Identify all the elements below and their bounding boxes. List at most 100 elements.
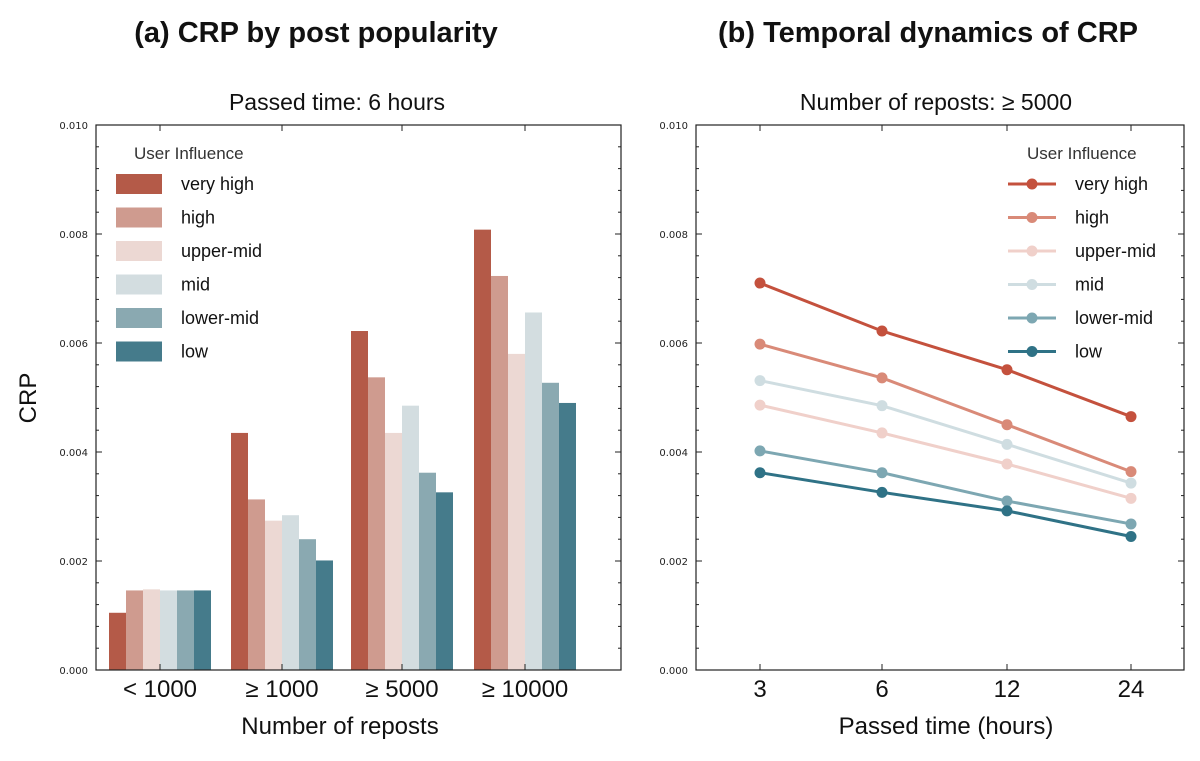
y-tick-label: 0.002 [59,557,88,568]
legend-label-upper-mid: upper-mid [1075,241,1156,261]
bar-high-5000 [368,377,385,670]
legend-swatch-low [116,341,162,362]
point-upper-mid-6 [876,427,888,439]
plot-frame [695,124,1185,671]
legend-marker-low [1026,346,1038,357]
bar-very-high-1000 [231,432,248,670]
panel-a-axes: 0.000 0.002 0.004 0.006 0.008 0.010 < 1000 ≥ 10… [59,121,622,703]
x-tick-label-5000: ≥ 5000 [365,676,438,703]
bar-mid-10000 [525,312,542,670]
point-lower-mid-3 [754,445,766,457]
panel-a-xlabel: Number of reposts [241,713,438,740]
x-tick-label-6: 6 [875,676,888,703]
panel-a-legend: User Influence very high high upper-mid mid l… [116,144,262,362]
legend-swatch-lower-mid [116,308,162,328]
point-very-high-6 [876,325,888,337]
point-upper-mid-3 [754,399,766,411]
panel-a-bars [109,229,576,670]
point-high-6 [876,372,888,384]
line-lower-mid [759,449,1132,526]
legend-marker-high [1026,212,1038,223]
panel-b-legend: User Influence very high high upper-mid mid l… [1008,144,1156,362]
point-very-high-24 [1125,411,1137,423]
panel-b-title: (b) Temporal dynamics of CRP [718,17,1138,49]
panel-a-crp-by-popularity: (a) CRP by post popularity Passed time: … [15,17,622,740]
bar-high-10000 [491,275,508,670]
line-mid [759,379,1132,485]
legend-swatch-mid [116,274,162,295]
legend-label-lower-mid: lower-mid [181,308,259,328]
legend-marker-mid [1026,279,1038,290]
panel-b-lines [754,277,1137,542]
y-tick-label: 0.010 [659,121,688,132]
panel-a-subtitle: Passed time: 6 hours [229,89,445,115]
point-low-12 [1001,505,1013,517]
y-tick-label: 0.008 [659,230,688,241]
point-high-3 [754,338,766,350]
panel-a-ylabel: CRP [15,373,42,424]
bar-mid-1000 [160,590,177,670]
y-tick-label: 0.010 [59,121,88,132]
bar-low-5000 [436,492,453,670]
legend-swatch-very-high [116,174,162,194]
y-tick-label: 0.004 [59,448,88,459]
x-tick-label-12: 12 [994,676,1021,703]
point-high-24 [1125,466,1137,478]
point-very-high-3 [754,277,766,289]
point-very-high-12 [1001,364,1013,376]
bar-high-1000 [126,590,143,670]
legend-marker-lower-mid [1026,312,1038,324]
legend-swatch-upper-mid [116,241,162,261]
x-tick-label-1000: ≥ 1000 [245,676,318,703]
panel-a-title: (a) CRP by post popularity [134,17,498,49]
bar-lower-mid-10000 [542,382,559,670]
plot-frame [95,124,622,671]
bar-high-1000 [248,499,265,670]
legend-label-lower-mid: lower-mid [1075,308,1153,328]
bar-very-high-5000 [351,331,368,670]
line-very-high [759,281,1132,418]
point-mid-24 [1125,477,1137,489]
x-tick-label-3: 3 [753,676,766,703]
point-low-6 [876,486,888,498]
bar-upper-mid-10000 [508,353,525,670]
x-tick-label-10000: ≥ 10000 [482,676,569,703]
line-upper-mid [759,403,1132,500]
point-low-24 [1125,530,1137,542]
bar-upper-mid-1000 [265,520,282,670]
point-mid-3 [754,375,766,387]
y-tick-label: 0.002 [659,557,688,568]
legend-swatch-high [116,207,162,228]
line-low [759,471,1132,538]
bar-lower-mid-1000 [177,590,194,670]
y-tick-label: 0.008 [59,230,88,241]
legend-title: User Influence [1027,144,1137,163]
x-tick-label-1000: < 1000 [123,676,197,703]
panel-b-axes: 0.000 0.002 0.004 0.006 0.008 0.010 3 6 12 24 [659,121,1185,703]
point-upper-mid-12 [1001,458,1013,470]
point-low-3 [754,467,766,479]
bar-low-10000 [559,402,576,670]
point-high-12 [1001,419,1013,431]
legend-label-upper-mid: upper-mid [181,241,262,261]
bar-mid-1000 [282,515,299,670]
legend-label-mid: mid [181,275,210,295]
legend-label-mid: mid [1075,275,1104,295]
bar-low-1000 [194,590,211,670]
legend-label-low: low [1075,342,1103,362]
legend-label-very-high: very high [181,174,254,194]
bar-low-1000 [316,560,333,670]
line-high [759,342,1132,474]
point-lower-mid-12 [1001,495,1013,507]
y-tick-label: 0.006 [659,339,688,350]
bar-lower-mid-1000 [299,539,316,670]
bar-very-high-1000 [109,612,126,670]
y-tick-label: 0.000 [659,666,688,677]
legend-label-high: high [1075,208,1109,228]
panel-b-temporal-dynamics: (b) Temporal dynamics of CRP Number of r… [659,17,1185,740]
x-tick-label-24: 24 [1118,676,1145,703]
legend-label-high: high [181,208,215,228]
bar-mid-5000 [402,405,419,670]
panel-b-xlabel: Passed time (hours) [839,713,1054,740]
